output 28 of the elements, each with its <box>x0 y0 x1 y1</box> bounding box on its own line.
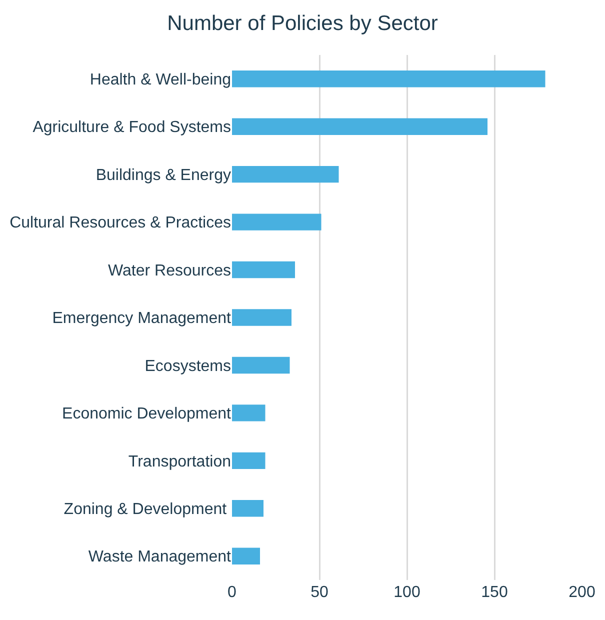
y-tick-label: Waste Management <box>88 548 232 566</box>
bar <box>232 452 266 470</box>
bar <box>232 261 295 278</box>
bar <box>232 500 264 517</box>
bar <box>232 214 322 230</box>
y-tick-label: Economic Development <box>62 406 232 423</box>
bar <box>232 356 290 374</box>
y-tick-label: Health & Well-being <box>90 71 231 88</box>
bar <box>232 70 546 88</box>
y-tick-label: Emergency Management <box>52 310 232 328</box>
x-tick-label: 100 <box>394 584 420 601</box>
chart-title: Number of Policies by Sector <box>167 12 438 36</box>
y-tick-label: Transportation <box>128 453 231 470</box>
bar <box>232 118 488 135</box>
y-tick-label: Water Resources <box>108 262 231 280</box>
x-tick-label: 50 <box>310 584 328 601</box>
y-tick-label: Cultural Resources & Practices <box>10 214 231 232</box>
bar <box>232 309 292 326</box>
y-tick-label: Buildings & Energy <box>96 166 231 184</box>
y-tick-label: Zoning & Development <box>64 501 231 518</box>
bar <box>232 166 339 183</box>
bar <box>232 404 266 422</box>
x-tick-label: 200 <box>568 584 596 601</box>
y-tick-label: Ecosystems <box>144 358 231 375</box>
bar <box>232 548 260 564</box>
y-tick-label: Agriculture & Food Systems <box>32 119 231 136</box>
x-tick-label: 0 <box>228 584 237 601</box>
x-tick-label: 150 <box>481 584 508 601</box>
